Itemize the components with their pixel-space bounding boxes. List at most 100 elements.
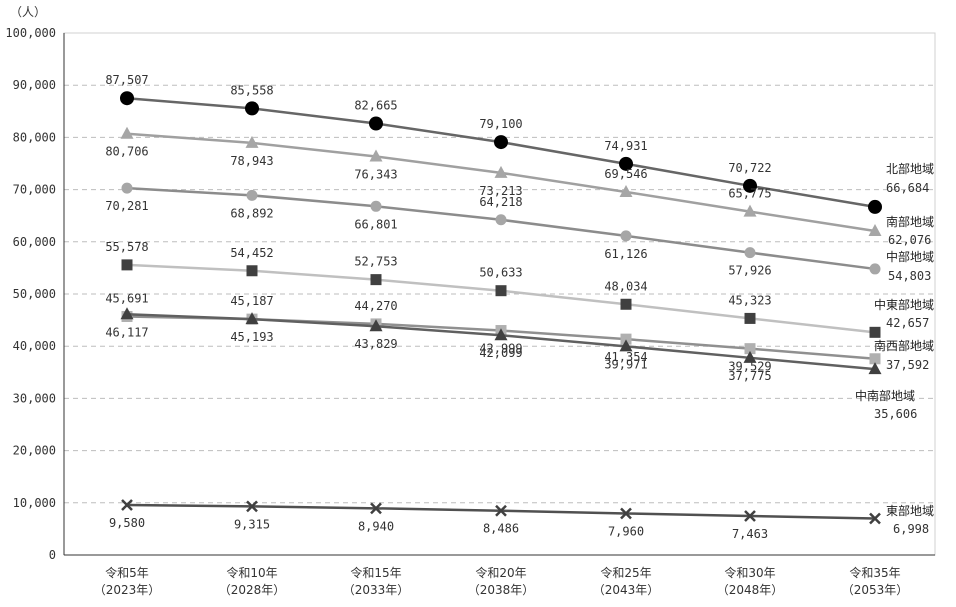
- data-point: [120, 91, 134, 106]
- y-tick-label: 100,000: [5, 26, 56, 40]
- x-tick-year-label: （2043年）: [593, 583, 660, 597]
- data-label: 68,892: [230, 206, 273, 220]
- data-label: 66,684: [886, 181, 929, 195]
- y-tick-label: 80,000: [13, 130, 56, 144]
- data-label: 79,100: [479, 117, 522, 131]
- data-point: [743, 178, 757, 193]
- data-label: 7,960: [608, 524, 644, 538]
- data-point: [620, 333, 632, 345]
- x-tick-label: 令和25年: [600, 565, 651, 580]
- x-tick-year-label: （2023年）: [94, 583, 161, 597]
- data-point: [868, 362, 882, 375]
- data-label: 74,931: [604, 139, 647, 153]
- data-label: 8,486: [483, 522, 519, 536]
- data-point: [246, 265, 258, 277]
- data-label: 70,722: [728, 161, 771, 175]
- series-中部地域: 70,281 68,892 66,801 64,218 61,126 57,926 54,8…: [105, 182, 934, 283]
- data-label: 76,343: [354, 167, 397, 181]
- data-label: 45,691: [105, 291, 148, 305]
- data-point: [620, 230, 632, 242]
- series-name-label: 中東部地域: [874, 297, 934, 312]
- data-label: 9,315: [234, 517, 270, 531]
- data-label: 41,354: [604, 350, 647, 364]
- data-point: [869, 326, 881, 338]
- data-label: 80,706: [105, 145, 148, 159]
- x-tick-year-label: （2053年）: [842, 583, 909, 597]
- series-name-label: 中部地域: [886, 249, 934, 264]
- data-label: 65,775: [728, 187, 771, 201]
- data-point: [495, 504, 507, 517]
- x-tick-label: 令和10年: [226, 565, 277, 580]
- x-tick-label: 令和5年: [105, 565, 149, 580]
- series-北部地域: 87,507 85,558 82,665 79,100 74,931 70,722 66,6…: [105, 73, 934, 214]
- y-tick-label: 60,000: [13, 235, 56, 249]
- data-point: [370, 274, 382, 286]
- data-point: [121, 259, 133, 271]
- data-label: 82,665: [354, 98, 397, 112]
- data-point: [869, 353, 881, 365]
- data-label: 39,971: [604, 357, 647, 371]
- data-point: [120, 307, 134, 320]
- data-label: 73,213: [479, 184, 522, 198]
- data-point: [619, 156, 633, 171]
- series-layer: 87,507 85,558 82,665 79,100 74,931 70,722 66,6…: [105, 73, 934, 541]
- y-tick-label: 90,000: [13, 78, 56, 92]
- x-tick-year-label: （2028年）: [219, 583, 286, 597]
- data-point: [620, 507, 632, 520]
- series-中東部地域: 55,578 54,452 52,753 50,633 48,034 45,323 42,6…: [105, 240, 934, 338]
- data-label: 69,546: [604, 167, 647, 181]
- series-name-label: 南部地域: [886, 214, 934, 229]
- data-label: 57,926: [728, 264, 771, 278]
- data-point: [494, 135, 508, 150]
- data-label: 52,753: [354, 255, 397, 269]
- data-point: [744, 247, 756, 259]
- data-label: 87,507: [105, 73, 148, 87]
- data-label: 54,452: [230, 246, 273, 260]
- series-name-label: 南西部地域: [874, 338, 934, 353]
- data-point: [743, 350, 757, 363]
- data-point: [246, 500, 258, 513]
- data-point: [869, 263, 881, 275]
- y-tick-label: 70,000: [13, 183, 56, 197]
- data-label: 64,218: [479, 195, 522, 209]
- x-tick-year-label: （2048年）: [717, 583, 784, 597]
- y-tick-label: 20,000: [13, 444, 56, 458]
- data-label: 42,099: [479, 346, 522, 360]
- data-label: 44,270: [354, 299, 397, 313]
- data-point: [246, 189, 258, 201]
- data-label: 9,580: [109, 516, 145, 530]
- data-label: 70,281: [105, 199, 148, 213]
- data-point: [619, 184, 633, 197]
- data-point: [744, 510, 756, 522]
- data-point: [494, 165, 508, 178]
- y-axis-unit-label: （人）: [10, 5, 46, 19]
- x-tick-label: 令和30年: [724, 565, 775, 580]
- data-point: [495, 214, 507, 226]
- data-point: [245, 101, 259, 116]
- data-point: [619, 339, 633, 352]
- data-label: 55,578: [105, 240, 148, 254]
- data-point: [494, 328, 508, 341]
- data-point: [370, 502, 382, 515]
- data-point: [495, 285, 507, 297]
- y-tick-label: 10,000: [13, 496, 56, 510]
- data-point: [868, 223, 882, 236]
- series-東部地域: 9,580 9,315 8,940 8,486 7,960 7,463 6,998 東部地域: [109, 499, 934, 541]
- data-point: [121, 182, 133, 194]
- data-label: 37,775: [728, 369, 771, 383]
- data-label: 45,193: [230, 330, 273, 344]
- data-point: [369, 116, 383, 131]
- data-point: [370, 200, 382, 212]
- data-point: [245, 135, 259, 148]
- data-label: 7,463: [732, 527, 768, 541]
- data-point: [744, 343, 756, 355]
- data-label: 39,529: [728, 360, 771, 374]
- series-中南部地域: 46,117 45,193 43,829 42,099 39,971 37,775 35,6…: [105, 307, 917, 421]
- data-label: 35,606: [874, 407, 917, 421]
- x-tick-label: 令和35年: [849, 565, 900, 580]
- y-tick-label: 40,000: [13, 339, 56, 353]
- axes: [63, 32, 936, 556]
- data-label: 46,117: [105, 325, 148, 339]
- x-tick-label: 令和20年: [475, 565, 526, 580]
